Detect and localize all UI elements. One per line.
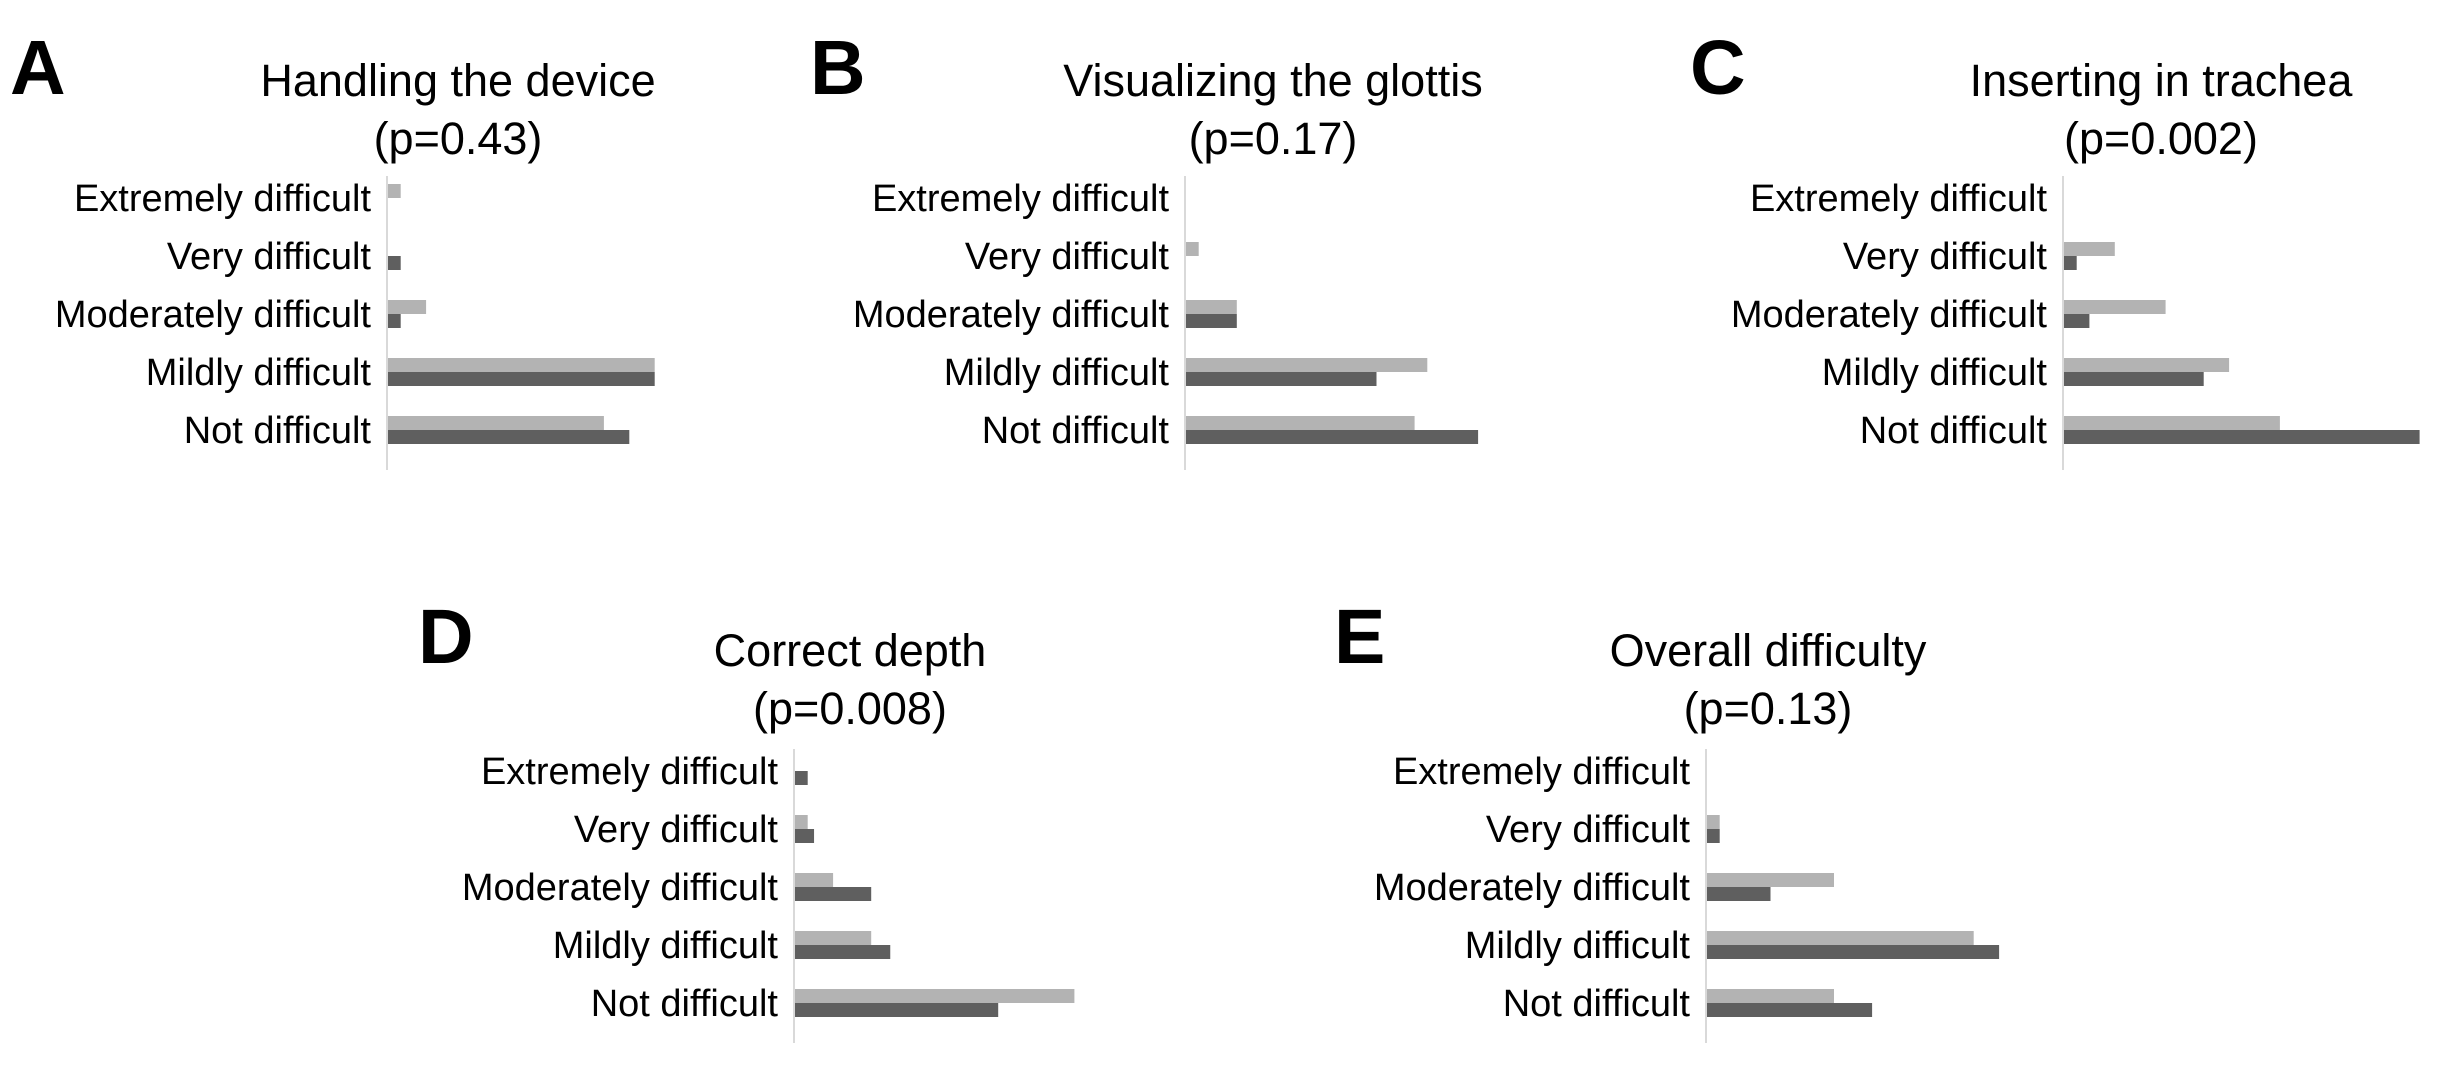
panel-letter: C — [1690, 25, 1746, 111]
bar-series-1 — [1186, 358, 1428, 372]
bar-series-1 — [2064, 242, 2115, 256]
bar-series-2 — [795, 1003, 999, 1017]
category-label: Moderately difficult — [853, 294, 1170, 336]
bar-series-2 — [1707, 829, 1720, 843]
bar-series-1 — [388, 300, 427, 314]
bar-series-1 — [1707, 873, 1834, 887]
chart-panel-a: A Handling the device (p=0.43)Extremely di… — [10, 25, 656, 470]
bar-series-1 — [795, 931, 872, 945]
chart-title: Handling the device — [260, 55, 655, 106]
bar-series-1 — [1707, 815, 1720, 829]
category-label: Mildly difficult — [944, 352, 1170, 394]
bar-series-2 — [1186, 430, 1479, 444]
category-label: Extremely difficult — [872, 178, 1170, 220]
chart-subtitle-p-value: (p=0.002) — [2064, 113, 2258, 164]
bar-series-2 — [388, 256, 401, 270]
bar-series-1 — [2064, 358, 2230, 372]
bar-series-1 — [388, 358, 655, 372]
bar-series-1 — [795, 815, 808, 829]
category-label: Not difficult — [982, 410, 1170, 452]
panel-letter: E — [1334, 594, 1385, 680]
bar-series-1 — [795, 873, 834, 887]
panel-letter: B — [810, 25, 866, 111]
chart-subtitle-p-value: (p=0.17) — [1189, 113, 1358, 164]
bar-series-1 — [388, 416, 604, 430]
bar-series-1 — [1707, 931, 1974, 945]
category-label: Extremely difficult — [1750, 178, 2048, 220]
category-label: Very difficult — [1843, 236, 2048, 278]
category-label: Moderately difficult — [1731, 294, 2048, 336]
category-label: Extremely difficult — [74, 178, 372, 220]
chart-panel-b: B Visualizing the glottis (p=0.17) Extremel… — [810, 25, 1483, 470]
panel-letter: D — [418, 594, 474, 680]
category-label: Moderately difficult — [462, 867, 779, 909]
bar-series-1 — [2064, 300, 2166, 314]
bar-series-2 — [1186, 314, 1237, 328]
category-label: Not difficult — [1860, 410, 2048, 452]
bar-series-2 — [795, 887, 872, 901]
chart-title: Correct depth — [714, 625, 987, 676]
bar-series-1 — [1186, 300, 1237, 314]
chart-panel-c: C Inserting in trachea (p=0.002) Extremely … — [1690, 25, 2420, 470]
category-label: Extremely difficult — [1393, 751, 1691, 793]
category-label: Very difficult — [965, 236, 1170, 278]
category-label: Mildly difficult — [1465, 925, 1691, 967]
bar-series-1 — [1186, 416, 1415, 430]
category-label: Not difficult — [591, 983, 779, 1025]
category-label: Mildly difficult — [146, 352, 372, 394]
bar-series-1 — [388, 184, 401, 198]
bar-series-2 — [388, 430, 630, 444]
bar-series-2 — [2064, 372, 2204, 386]
chart-subtitle-p-value: (p=0.008) — [753, 683, 947, 734]
bar-series-2 — [795, 945, 891, 959]
category-label: Extremely difficult — [481, 751, 779, 793]
bar-series-2 — [795, 771, 808, 785]
category-label: Moderately difficult — [1374, 867, 1691, 909]
category-label: Very difficult — [574, 809, 779, 851]
panel-letter: A — [10, 25, 66, 111]
category-label: Very difficult — [167, 236, 372, 278]
category-label: Moderately difficult — [55, 294, 372, 336]
bar-series-1 — [795, 989, 1075, 1003]
bar-series-2 — [1707, 887, 1771, 901]
category-label: Mildly difficult — [553, 925, 779, 967]
category-label: Not difficult — [184, 410, 372, 452]
bar-series-2 — [388, 314, 401, 328]
bar-series-1 — [1707, 989, 1834, 1003]
category-label: Not difficult — [1503, 983, 1691, 1025]
bar-series-2 — [2064, 430, 2420, 444]
chart-subtitle-p-value: (p=0.43) — [374, 113, 543, 164]
chart-title: Overall difficulty — [1610, 625, 1927, 676]
chart-panel-d: D Correct depth (p=0.008) Extremely difficu… — [418, 594, 1075, 1043]
bar-series-2 — [1707, 945, 2000, 959]
bar-series-2 — [388, 372, 655, 386]
bar-series-2 — [2064, 314, 2090, 328]
bar-series-2 — [1186, 372, 1377, 386]
bar-series-2 — [1707, 1003, 1873, 1017]
bar-series-2 — [795, 829, 815, 843]
category-label: Mildly difficult — [1822, 352, 2048, 394]
bar-series-1 — [2064, 416, 2280, 430]
chart-subtitle-p-value: (p=0.13) — [1684, 683, 1853, 734]
chart-panel-e: E Overall difficulty (p=0.13) Extremely dif… — [1334, 594, 2000, 1043]
category-label: Very difficult — [1486, 809, 1691, 851]
chart-title: Inserting in trachea — [1970, 55, 2354, 106]
bar-series-1 — [1186, 242, 1199, 256]
chart-title: Visualizing the glottis — [1063, 55, 1482, 106]
bar-series-2 — [2064, 256, 2077, 270]
